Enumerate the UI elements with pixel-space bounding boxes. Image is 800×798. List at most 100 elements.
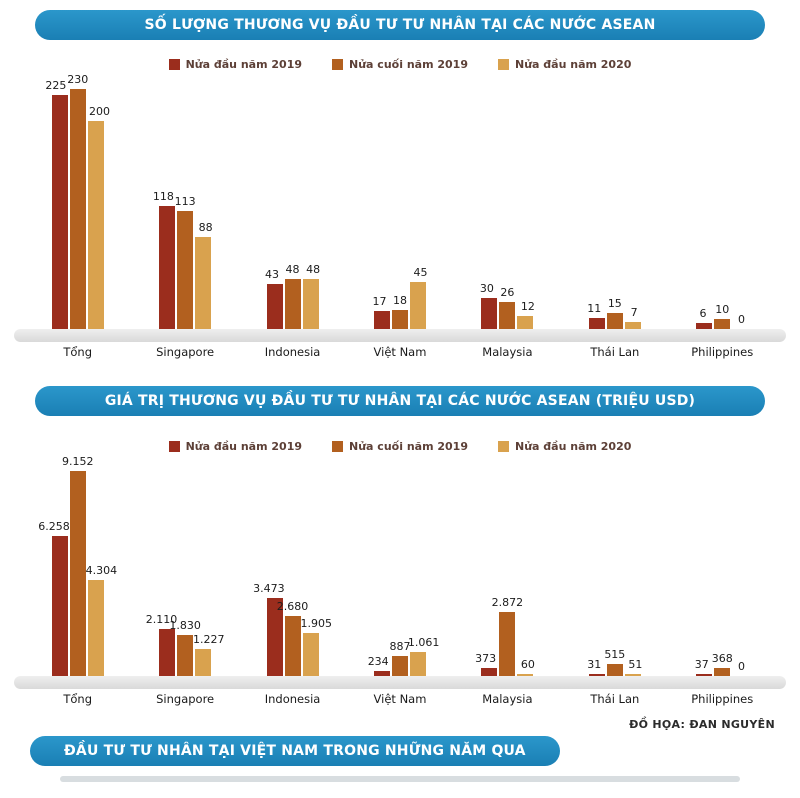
- value-label: 6: [699, 307, 707, 320]
- bar-group: 31 515 51: [587, 648, 642, 676]
- value-label: 37: [694, 658, 709, 671]
- legend: Nửa đầu năm 2019 Nửa cuối năm 2019 Nửa đầu…: [14, 58, 786, 71]
- legend-item: Nửa đầu năm 2019: [168, 440, 302, 453]
- bar-group: 11 15 7: [587, 297, 641, 329]
- baseline-strip: [14, 676, 786, 689]
- bar-group: 373 2.872 60: [475, 596, 535, 676]
- bar: 373: [475, 652, 498, 676]
- baseline-strip: [14, 329, 786, 342]
- bar-group: 3.473 2.680 1.905: [253, 582, 332, 676]
- legend-item: Nửa đầu năm 2020: [497, 440, 632, 453]
- bar-group-column: 6 10 0: [669, 79, 776, 329]
- chart-2-title: GIÁ TRỊ THƯƠNG VỤ ĐẦU TƯ TƯ NHÂN TẠI CÁC…: [35, 386, 765, 416]
- bar: 45: [409, 266, 427, 329]
- bar: 11: [587, 302, 605, 329]
- bar-group-column: 2.110 1.830 1.227: [131, 461, 238, 676]
- legend-label: Nửa cuối năm 2019: [349, 440, 468, 453]
- bar: 3.473: [253, 582, 285, 676]
- category-label: Philippines: [691, 692, 754, 706]
- bar-group-column: 43 48 48: [239, 79, 346, 329]
- bar-group: 6 10 0: [696, 303, 748, 329]
- bar-group-column: 225 230 200: [24, 73, 131, 329]
- value-label: 515: [604, 648, 626, 661]
- legend-swatch: [168, 441, 180, 452]
- legend-item: Nửa đầu năm 2020: [497, 58, 631, 71]
- value-label: 9.152: [61, 455, 94, 468]
- value-label: 30: [479, 282, 494, 295]
- bar-group: 6.258 9.152 4.304: [38, 455, 117, 676]
- legend-swatch: [497, 59, 509, 70]
- legend-swatch: [332, 59, 344, 70]
- value-label: 7: [630, 306, 638, 319]
- value-label: 6.258: [38, 520, 70, 533]
- value-label: 10: [715, 303, 730, 316]
- value-label: 88: [198, 221, 213, 234]
- value-label: 0: [737, 660, 745, 673]
- value-label: 11: [587, 302, 602, 315]
- value-label: 373: [475, 652, 497, 665]
- bar-group: 234 887 1.061: [368, 636, 439, 676]
- bar: 37: [695, 658, 713, 676]
- bar: 26: [499, 286, 516, 329]
- bar: 200: [87, 105, 110, 329]
- value-label: 43: [265, 268, 280, 281]
- bar: 9.152: [62, 455, 93, 676]
- bar: 1.061: [408, 636, 439, 676]
- legend-swatch: [168, 59, 180, 70]
- value-label: 118: [152, 190, 174, 203]
- bar: 2.110: [146, 613, 177, 676]
- value-label: 31: [587, 658, 602, 671]
- value-label: 1.905: [300, 617, 332, 630]
- legend-label: Nửa cuối năm 2019: [349, 58, 468, 71]
- bar-group: 225 230 200: [45, 73, 110, 329]
- legend: Nửa đầu năm 2019 Nửa cuối năm 2019 Nửa đầu…: [14, 440, 786, 453]
- category-label: Malaysia: [482, 345, 533, 359]
- bar: 1.227: [193, 633, 225, 676]
- bar: 225: [45, 79, 68, 329]
- bar-group-column: 31 515 51: [561, 461, 668, 676]
- chart-3-title: ĐẦU TƯ TƯ NHÂN TẠI VIỆT NAM TRONG NHỮNG …: [30, 736, 560, 766]
- category-axis: Tổng Singapore Indonesia Việt Nam Malaysia Th…: [14, 345, 786, 359]
- value-label: 2.872: [491, 596, 524, 609]
- bar: 1.830: [169, 619, 201, 676]
- bar: 887: [389, 640, 410, 676]
- legend-swatch: [332, 441, 344, 452]
- bar: 17: [372, 295, 390, 329]
- bar: 515: [604, 648, 625, 676]
- bar: 6: [696, 307, 713, 329]
- bar: 12: [517, 300, 535, 329]
- category-label: Malaysia: [482, 692, 533, 706]
- category-label: Indonesia: [264, 692, 321, 706]
- category-label: Thái Lan: [590, 692, 640, 706]
- bar: 88: [195, 221, 213, 329]
- legend-item: Nửa đầu năm 2019: [168, 58, 302, 71]
- bar: 368: [712, 652, 733, 676]
- category-label: Việt Nam: [373, 692, 427, 706]
- category-label: Singapore: [156, 345, 215, 359]
- value-label: 1.061: [407, 636, 440, 649]
- category-axis: Tổng Singapore Indonesia Việt Nam Malaysia Th…: [14, 692, 786, 706]
- bar: 234: [368, 655, 390, 676]
- legend-label: Nửa đầu năm 2020: [514, 440, 632, 453]
- legend-item: Nửa cuối năm 2019: [332, 440, 468, 453]
- plot-area: 6.258 9.152 4.304 2.110 1.830 1.227 3.473 2.680…: [14, 455, 786, 676]
- category-label: Philippines: [691, 345, 754, 359]
- value-label: 3.473: [253, 582, 285, 595]
- value-label: 48: [306, 263, 321, 276]
- bar-group-column: 234 887 1.061: [346, 461, 453, 676]
- bar: 43: [265, 268, 283, 329]
- value-label: 2.110: [145, 613, 178, 626]
- bar: 2.872: [492, 596, 523, 676]
- bar: 51: [624, 658, 642, 676]
- bar-group: 17 18 45: [372, 266, 427, 329]
- category-label: Singapore: [156, 692, 215, 706]
- bar-group: 30 26 12: [480, 282, 535, 329]
- graphic-credit: ĐỒ HỌA: ĐAN NGUYÊN: [629, 718, 775, 731]
- value-label: 26: [500, 286, 515, 299]
- plot-area: 225 230 200 118 113 88 43 48 48 17 18 45 30 26 12 11 15 7…: [14, 73, 786, 329]
- bar: 15: [606, 297, 623, 329]
- bar-group: 118 113 88: [153, 190, 213, 329]
- legend-swatch: [497, 441, 509, 452]
- bar-group: 43 48 48: [265, 263, 320, 329]
- value-label: 48: [285, 263, 300, 276]
